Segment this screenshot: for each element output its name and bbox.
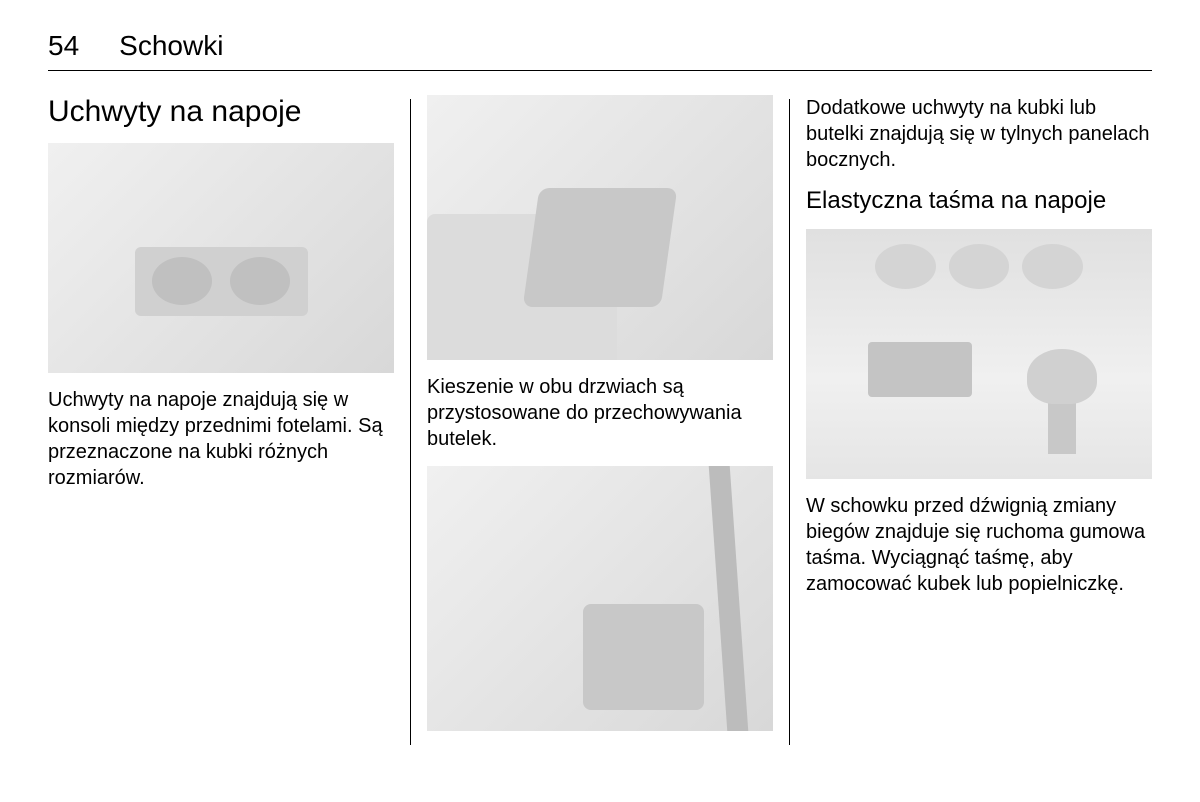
band-slot-shape-icon xyxy=(868,342,972,397)
door-pocket-shape-icon xyxy=(522,188,677,307)
figure-door-pocket xyxy=(427,95,773,360)
dial-icon xyxy=(949,244,1010,289)
content-columns: Uchwyty na napoje Uchwyty na napoje znaj… xyxy=(48,95,1152,745)
page-number: 54 xyxy=(48,30,79,62)
dashboard-dials-icon xyxy=(875,244,1083,289)
paragraph-door-pockets: Kieszenie w obu drzwiach są przystosowan… xyxy=(427,374,773,452)
header-divider xyxy=(48,70,1152,71)
sub-heading-flexible-band: Elastyczna taśma na napoje xyxy=(806,187,1152,215)
page-header: 54 Schowki xyxy=(48,30,1152,62)
dial-icon xyxy=(875,244,936,289)
paragraph-cupholders: Uchwyty na napoje znajdują się w konsoli… xyxy=(48,387,394,491)
figure-rear-side-panel xyxy=(427,466,773,731)
paragraph-flexible-band: W schowku przed dźwignią zmiany biegów z… xyxy=(806,493,1152,597)
figure-flexible-band xyxy=(806,229,1152,479)
dial-icon xyxy=(1022,244,1083,289)
figure-center-console-cupholders xyxy=(48,143,394,373)
rear-pocket-shape-icon xyxy=(583,604,704,710)
section-heading-cupholders: Uchwyty na napoje xyxy=(48,95,394,129)
paragraph-rear-cupholders: Dodatkowe uchwyty na kubki lub butelki z… xyxy=(806,95,1152,173)
column-1: Uchwyty na napoje Uchwyty na napoje znaj… xyxy=(48,95,410,745)
column-2: Kieszenie w obu drzwiach są przystosowan… xyxy=(411,95,789,745)
cupholder-shape-icon xyxy=(135,247,308,316)
gear-knob-shape-icon xyxy=(1027,349,1096,404)
chapter-title: Schowki xyxy=(119,30,223,62)
column-3: Dodatkowe uchwyty na kubki lub butelki z… xyxy=(790,95,1152,745)
